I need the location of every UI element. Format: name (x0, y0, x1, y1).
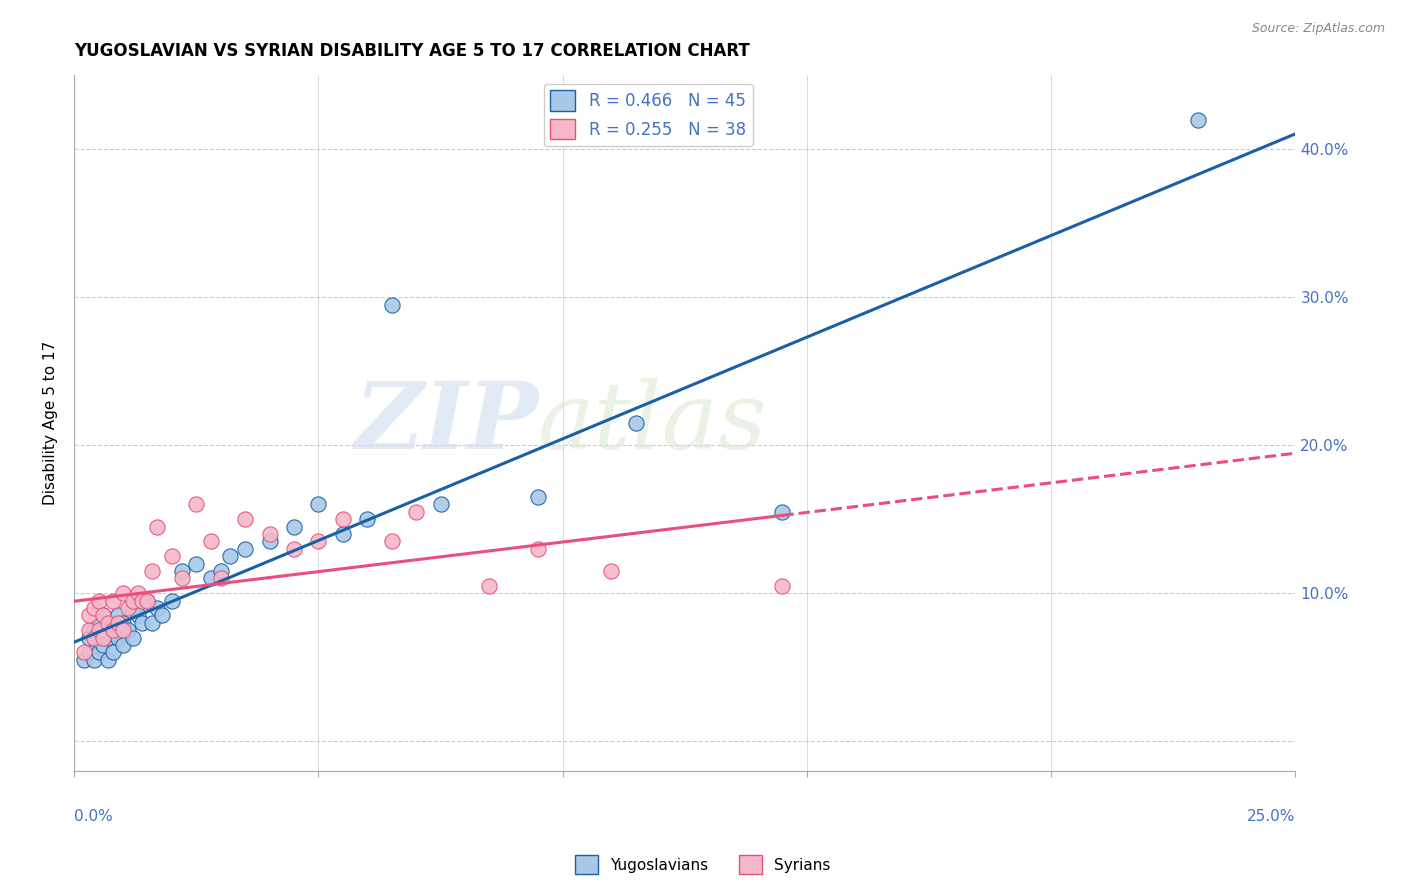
Point (127, 586, 149, 600)
Point (332, 527, 354, 541)
Point (107, 631, 129, 645)
Text: YUGOSLAVIAN VS SYRIAN DISABILITY AGE 5 TO 17 CORRELATION CHART: YUGOSLAVIAN VS SYRIAN DISABILITY AGE 5 T… (75, 42, 749, 60)
Point (93, 608, 115, 623)
Point (87, 623, 110, 637)
Point (77, 608, 100, 623)
Point (259, 534, 281, 549)
Point (97, 653, 120, 667)
Legend: Yugoslavians, Syrians: Yugoslavians, Syrians (569, 849, 837, 880)
Text: ZIP: ZIP (354, 378, 538, 468)
Point (624, 416, 647, 430)
Point (356, 512, 378, 526)
Point (600, 564, 623, 578)
Point (478, 579, 501, 593)
Point (170, 564, 193, 578)
Point (200, 534, 222, 549)
Point (101, 593, 124, 607)
Point (146, 601, 169, 615)
Point (186, 557, 208, 571)
Point (107, 615, 129, 630)
Point (83, 653, 105, 667)
Point (307, 534, 329, 549)
Point (127, 608, 149, 623)
Point (381, 297, 404, 311)
Point (283, 519, 305, 533)
Point (307, 497, 329, 511)
Point (101, 623, 124, 637)
Point (1187, 112, 1209, 127)
Point (772, 579, 794, 593)
Text: 25.0%: 25.0% (1247, 809, 1295, 824)
Point (405, 505, 427, 519)
Legend: R = 0.466   N = 45, R = 0.255   N = 38: R = 0.466 N = 45, R = 0.255 N = 38 (544, 84, 752, 146)
Point (111, 623, 134, 637)
Point (131, 615, 153, 630)
Point (101, 615, 124, 630)
Point (121, 631, 143, 645)
Point (219, 549, 242, 563)
Text: atlas: atlas (538, 378, 768, 468)
Point (97, 615, 120, 630)
Point (93, 608, 115, 623)
Point (93, 631, 115, 645)
Point (111, 615, 134, 630)
Point (283, 541, 305, 556)
Point (121, 593, 143, 607)
Point (73, 653, 96, 667)
Text: 0.0%: 0.0% (75, 809, 112, 824)
Point (93, 638, 115, 652)
Point (527, 490, 550, 504)
Point (77, 645, 100, 659)
Point (87, 631, 110, 645)
Point (772, 505, 794, 519)
Point (209, 564, 232, 578)
Point (107, 608, 129, 623)
Point (160, 593, 183, 607)
Text: Source: ZipAtlas.com: Source: ZipAtlas.com (1251, 22, 1385, 36)
Point (87, 645, 110, 659)
Point (77, 623, 100, 637)
Point (101, 645, 124, 659)
Point (77, 631, 100, 645)
Point (150, 608, 173, 623)
Point (233, 541, 256, 556)
Point (146, 519, 169, 533)
Point (131, 593, 153, 607)
Point (259, 527, 281, 541)
Point (381, 534, 404, 549)
Point (527, 541, 550, 556)
Point (136, 593, 159, 607)
Point (73, 645, 96, 659)
Point (117, 623, 139, 637)
Point (87, 615, 110, 630)
Point (160, 549, 183, 563)
Point (200, 571, 222, 585)
Point (111, 638, 134, 652)
Point (141, 615, 163, 630)
Point (233, 512, 256, 526)
Point (209, 571, 232, 585)
Point (87, 593, 110, 607)
Point (141, 564, 163, 578)
Point (332, 512, 354, 526)
Point (97, 631, 120, 645)
Y-axis label: Disability Age 5 to 17: Disability Age 5 to 17 (44, 341, 58, 505)
Point (170, 571, 193, 585)
Point (83, 623, 105, 637)
Point (121, 601, 143, 615)
Point (111, 586, 134, 600)
Point (117, 601, 139, 615)
Point (83, 631, 105, 645)
Point (83, 601, 105, 615)
Point (429, 497, 451, 511)
Point (186, 497, 208, 511)
Point (136, 593, 159, 607)
